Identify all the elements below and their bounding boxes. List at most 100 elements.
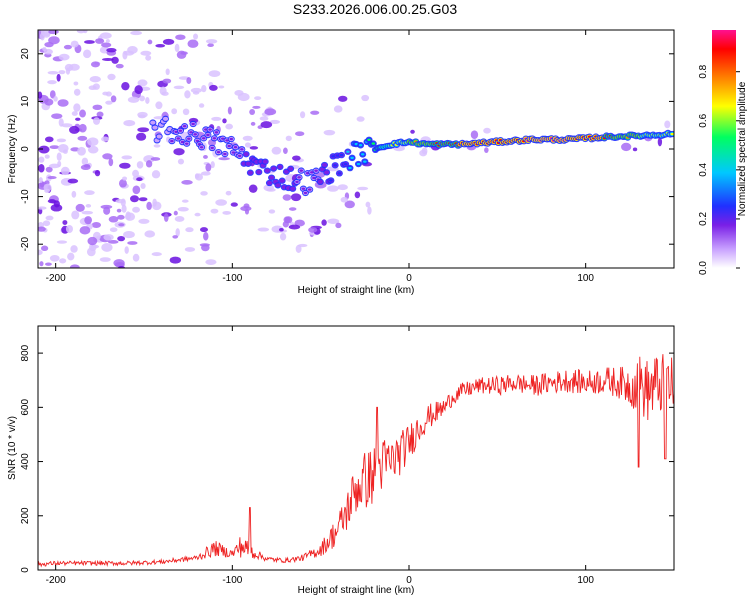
spectrogram-ridge-core [191,122,195,126]
spectrogram-ridge-core [307,188,312,191]
colorbar-gradient [712,30,736,268]
spectrogram-blob [119,162,131,169]
spectrogram-ridge-core [267,181,272,185]
chart-title: S233.2026.006.00.25.G03 [293,1,457,17]
spectrogram-blob [210,208,219,214]
spectrogram-ridge-core [223,152,227,156]
spectrogram-ridge-core [324,171,329,174]
spectrogram-blob [152,201,162,211]
spectrogram-blob [87,236,98,246]
spectrogram-blob [218,157,230,161]
spectrogram-blob [227,106,232,115]
spectrogram-blob [109,227,118,233]
spectrogram-blob [282,194,292,201]
spectrogram-ridge-core [314,169,318,172]
spectrogram-blob [70,245,78,253]
spectrogram-blob [73,88,81,96]
spectrogram-blob [69,125,80,134]
spectrogram-ridge-core [184,142,189,145]
spectrogram-blob [248,184,258,193]
spectrogram-blob [130,30,143,36]
snr-x-tick-label: 0 [406,575,412,586]
spectrogram-ridge-core [269,176,274,179]
spectrogram-blob [134,85,143,95]
spectrogram-ridge-core [170,139,174,143]
spectrogram-blob [173,210,178,216]
spectrogram-blob [44,98,54,106]
spectrogram-blob [38,226,46,232]
spectrogram-ridge-core [360,153,365,156]
spectrogram-blob [207,43,214,48]
spectrogram-ridge-core [288,167,293,170]
spectrogram-blob [45,166,53,173]
spectrogram-blob [664,120,671,129]
spectrogram-blob [124,246,129,254]
spectrogram-blob [61,123,73,128]
spectrogram-ridge-core [153,126,157,129]
spectrogram-blob [201,84,207,93]
colorbar-ticks: 0.0 0.2 0.4 0.6 0.8 [698,64,740,275]
spectrogram-blob [284,216,293,224]
spectrogram-ridge-core [182,125,187,128]
spectrogram-ridge-core [310,171,314,174]
snr-x-tick-label: -200 [46,575,66,586]
spectrogram-blob [102,57,114,61]
spectrogram-blob [81,157,89,166]
spectrogram-blob [161,91,169,96]
spectrogram-blob [260,121,273,129]
spectrogram-ridge-core [297,176,301,179]
spectrogram-blob [132,206,140,213]
spectrogram-blob [125,211,131,220]
spectrogram-blob [297,243,308,248]
spectrogram-blob [484,147,489,153]
spectrogram-blob [257,227,270,232]
spectrogram-blob [84,40,95,44]
spectrogram-blob [182,108,190,116]
spectrogram-blob [78,123,87,133]
spectrogram-blob [181,180,193,185]
spectrogram-blob [337,184,348,191]
spectrogram-blob [118,179,127,188]
spectrogram-blob [121,81,130,91]
spectrogram-ridge-core [348,166,352,170]
snr-y-tick-label: 800 [20,344,31,361]
spectrogram-blob [169,256,182,264]
spectrogram-blob [162,78,172,84]
spectrogram-blob [242,135,253,141]
spectrogram-blob [145,160,153,168]
spectrogram-blob [38,91,43,99]
spectrogram-blob [48,30,59,35]
spectrogram-blob [49,90,56,99]
spectrogram-blob [279,232,287,241]
spectrogram-blob [89,76,101,83]
spectrogram-blob [47,80,57,85]
spectrogram-blob [173,148,185,156]
spectrogram-blob [190,87,202,93]
spectrogram-ridge-core [363,160,367,163]
spectrogram-blob [121,155,133,160]
spectrogram-x-tick-label: 100 [577,273,594,284]
spectrogram-blob [42,31,51,38]
spectrogram-blob [285,135,292,142]
spectrogram-blob [263,184,274,192]
spectrogram-blob [127,45,138,54]
spectrogram-ridge-core [244,152,248,156]
spectrogram-blob [308,227,318,233]
spectrogram-ridge-core [216,150,221,154]
spectrogram-blob [73,103,81,112]
snr-y-tick-label: 200 [20,507,31,524]
spectrogram-ridge-core [201,137,206,140]
spectrogram-blob [194,173,200,179]
spectrogram-blob [48,36,60,45]
spectrogram-blob [172,235,179,239]
spectrogram-blob [63,44,72,50]
spectrogram-blob [310,110,320,115]
spectrogram-blob [107,73,116,81]
spectrogram-blob [90,61,100,68]
spectrogram-blob [244,142,251,148]
spectrogram-ridge-core [263,160,267,163]
spectrogram-blob [77,135,88,141]
spectrogram-blob [288,224,301,230]
spectrogram-ridge-core [210,146,214,150]
spectrogram-ridge-core [155,139,159,142]
